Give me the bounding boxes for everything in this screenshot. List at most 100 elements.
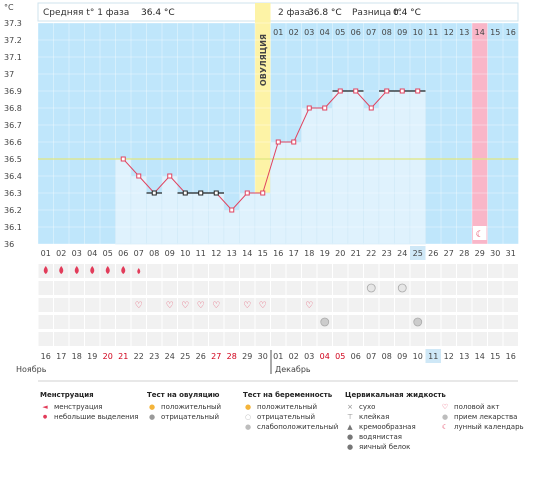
temp-bar xyxy=(239,192,256,245)
temp-bar xyxy=(347,90,364,245)
calendar-date-label: 02 xyxy=(289,352,299,361)
symbol-cell xyxy=(178,332,193,346)
legend: Менструация ◄ менструация ● небольшие выде… xyxy=(40,391,545,471)
phase2-day-label: 02 xyxy=(289,28,299,37)
y-tick-label: 37.3 xyxy=(4,19,22,28)
symbol-cell xyxy=(131,281,146,295)
test-weak-icon: ● xyxy=(244,423,252,431)
calendar-date-label: 26 xyxy=(196,352,206,361)
phase2-day-label: 03 xyxy=(304,28,314,37)
symbol-cell xyxy=(426,315,441,329)
cycle-day-label: 19 xyxy=(320,249,330,258)
pregnancy-test-weak-mark xyxy=(413,317,423,327)
legend-item: ● прием лекарства xyxy=(440,412,524,422)
month-left: Ноябрь xyxy=(16,365,47,374)
legend-menstruation: Менструация ◄ менструация ● небольшие выде… xyxy=(40,391,139,422)
legend-item: ● положительный xyxy=(147,402,221,412)
phase2-label: 2 фаза xyxy=(278,8,310,18)
symbol-cell xyxy=(441,298,456,312)
legend-pregnancy-test: Тест на беременность ● положительный ○ отр… xyxy=(243,391,338,432)
cycle-day-label: 15 xyxy=(258,249,268,258)
legend-item: ● положительный xyxy=(243,402,338,412)
symbol-cell xyxy=(162,315,177,329)
calendar-date-label: 01 xyxy=(273,352,283,361)
legend-label: менструация xyxy=(54,403,103,411)
symbol-cell xyxy=(317,264,332,278)
y-tick-label: 37 xyxy=(4,70,14,79)
cycle-day-label: 29 xyxy=(475,249,485,258)
symbol-cell xyxy=(69,315,84,329)
symbol-cell xyxy=(271,332,286,346)
menstruation-mark xyxy=(90,266,95,274)
cycle-day-label: 22 xyxy=(366,249,376,258)
symbol-cell xyxy=(240,281,255,295)
legend-label: слабоположительный xyxy=(257,423,339,431)
month-right: Декабрь xyxy=(275,365,311,374)
temp-point xyxy=(415,88,421,94)
cycle-day-label: 12 xyxy=(211,249,221,258)
symbol-cell xyxy=(457,332,472,346)
intercourse-mark: ♡ xyxy=(166,301,174,311)
symbol-cell xyxy=(364,298,379,312)
symbol-cell xyxy=(147,298,162,312)
cycle-day-label: 11 xyxy=(196,249,206,258)
symbol-cell xyxy=(54,332,69,346)
symbol-cell xyxy=(348,281,363,295)
legend-label: положительный xyxy=(257,403,318,411)
symbol-cell xyxy=(348,315,363,329)
temp-point xyxy=(213,190,219,196)
legend-label: кремообразная xyxy=(359,423,416,431)
legend-item: × сухо xyxy=(345,402,446,412)
symbol-cell xyxy=(457,281,472,295)
symbol-cell xyxy=(271,281,286,295)
symbol-cell xyxy=(209,298,224,312)
legend-other: ♡ половой акт ● прием лекарства ☾ лунный ка… xyxy=(440,402,524,432)
intercourse-mark: ♡ xyxy=(243,301,251,311)
test-positive-icon: ● xyxy=(244,403,252,411)
symbol-cell xyxy=(441,315,456,329)
symbol-cell xyxy=(38,332,53,346)
heart-icon: ♡ xyxy=(441,403,449,411)
intercourse-mark: ♡ xyxy=(197,301,205,311)
symbol-cell xyxy=(240,332,255,346)
symbol-cell xyxy=(488,264,503,278)
bbt-chart: Средняя t° 1 фаза 36.4 °C 2 фаза 36.8 °C… xyxy=(4,2,519,382)
y-tick-label: 36.5 xyxy=(4,155,22,164)
symbol-cell xyxy=(472,315,487,329)
y-axis: 37.3 37.2 37.1 37 36.9 36.8 36.7 36.6 36.5 36.4 36… xyxy=(4,19,22,249)
symbol-cell xyxy=(193,264,208,278)
symbol-cell xyxy=(317,298,332,312)
symbol-cell xyxy=(271,315,286,329)
small-discharge-mark xyxy=(137,268,141,274)
symbol-cell xyxy=(395,332,410,346)
symbol-cell xyxy=(178,298,193,312)
phase2-day-label: 15 xyxy=(490,28,500,37)
cycle-day-label: 14 xyxy=(242,249,252,258)
cycle-day-label: 24 xyxy=(397,249,407,258)
legend-label: половой акт xyxy=(454,403,500,411)
symbol-cell xyxy=(286,315,301,329)
calendar-date-label: 16 xyxy=(506,352,516,361)
legend-item: ▲ кремообразная xyxy=(345,422,446,432)
symbol-cell xyxy=(271,264,286,278)
pregnancy-test-weak-mark xyxy=(320,317,330,327)
legend-item: ● отрицательный xyxy=(147,412,221,422)
calendar-date-label: 19 xyxy=(87,352,97,361)
creamy-icon: ▲ xyxy=(347,423,353,431)
highlight-day-cell xyxy=(410,246,426,260)
sun-positive-icon: ● xyxy=(148,403,156,411)
symbol-cell xyxy=(147,332,162,346)
temperature-line xyxy=(122,90,418,211)
calendar-date-label: 18 xyxy=(72,352,82,361)
y-tick-label: 36.2 xyxy=(4,206,22,215)
calendar-date-label: 22 xyxy=(134,352,144,361)
symbol-cell xyxy=(224,281,239,295)
sticky-icon: ⊤ xyxy=(346,413,354,421)
legend-item: ☾ лунный календарь xyxy=(440,422,524,432)
symbol-cell xyxy=(209,332,224,346)
calendar-date-label: 16 xyxy=(41,352,51,361)
egg-white-icon: ● xyxy=(346,443,354,451)
temp-bar xyxy=(409,90,426,245)
phase2-day-label: 13 xyxy=(459,28,469,37)
symbol-cell xyxy=(333,332,348,346)
